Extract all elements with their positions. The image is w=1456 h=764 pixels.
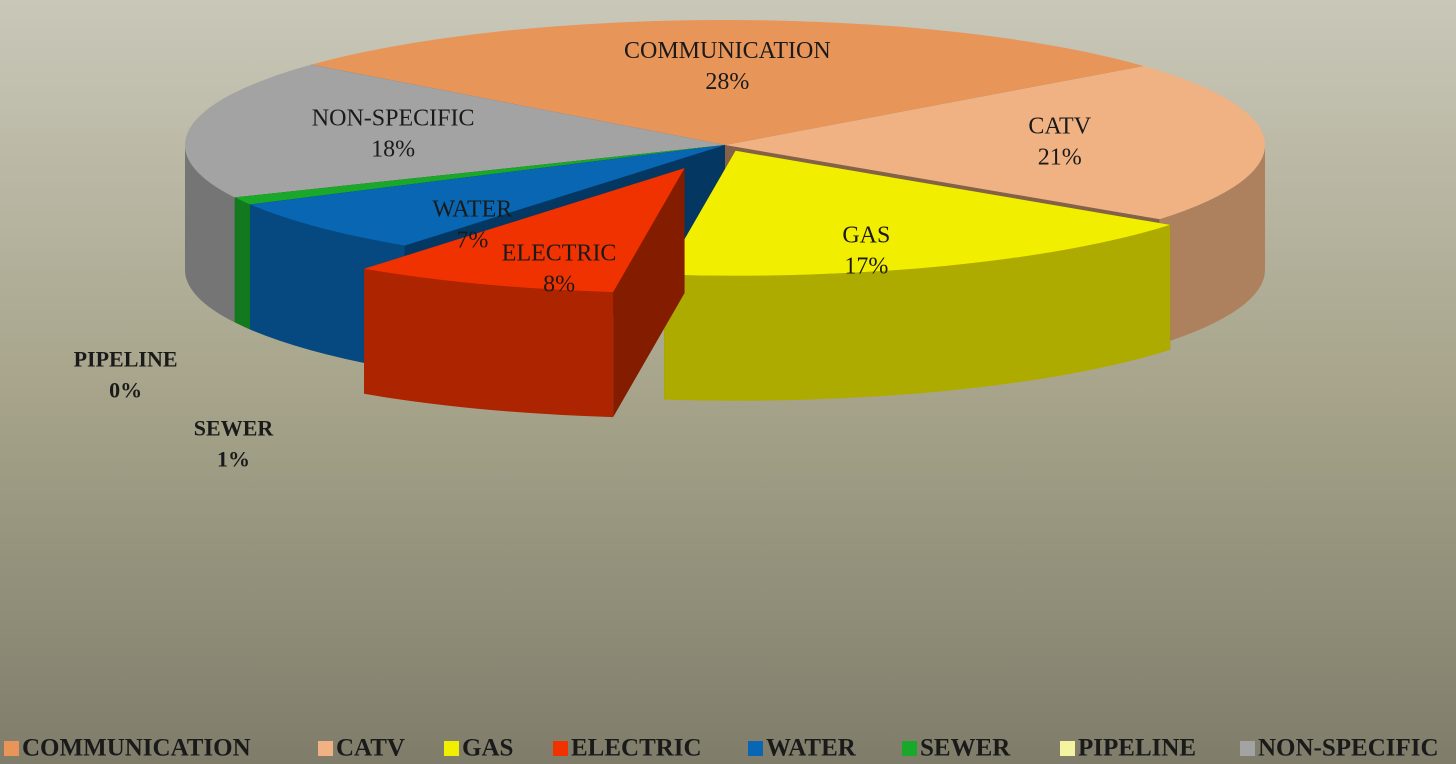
legend-label: COMMUNICATION <box>22 735 251 762</box>
data-label-name: GAS <box>842 223 890 249</box>
data-label-name: WATER <box>432 196 512 222</box>
legend-swatch <box>444 741 459 756</box>
slice-wall <box>364 269 613 417</box>
data-label: 8% <box>543 272 575 298</box>
data-label-name: ELECTRIC <box>502 241 617 267</box>
data-label: 1% <box>217 446 250 471</box>
data-label: 0% <box>109 378 142 403</box>
page: {"chart_data": {"type": "pie3d", "catego… <box>0 0 1456 764</box>
legend-swatch <box>902 741 917 756</box>
data-label-name: NON-SPECIFIC <box>312 105 475 131</box>
legend-swatch <box>318 741 333 756</box>
legend-label: NON-SPECIFIC <box>1258 735 1439 762</box>
data-label: 21% <box>1038 145 1082 171</box>
legend-label: GAS <box>462 735 513 762</box>
data-label: 28% <box>705 69 749 95</box>
legend-swatch <box>4 741 19 756</box>
data-label: 18% <box>371 136 415 162</box>
legend-label: CATV <box>336 735 405 762</box>
data-label-name: PIPELINE <box>74 347 178 372</box>
legend-swatch <box>1240 741 1255 756</box>
data-label: 17% <box>844 254 888 280</box>
data-label-name: COMMUNICATION <box>624 38 831 64</box>
legend-swatch <box>748 741 763 756</box>
legend-swatch <box>1060 741 1075 756</box>
data-label-name: SEWER <box>194 415 275 440</box>
data-label: 7% <box>456 227 488 253</box>
legend-swatch <box>553 741 568 756</box>
legend-label: ELECTRIC <box>571 735 702 762</box>
legend-label: WATER <box>766 735 857 762</box>
legend-label: PIPELINE <box>1078 735 1196 762</box>
chart: NON-SPECIFIC 18% PIPELINE 0% SEWER 1% WATER 7% E… <box>0 0 1456 764</box>
slice-wall <box>235 197 250 329</box>
data-label-name: CATV <box>1028 114 1091 140</box>
legend-label: SEWER <box>920 735 1011 762</box>
